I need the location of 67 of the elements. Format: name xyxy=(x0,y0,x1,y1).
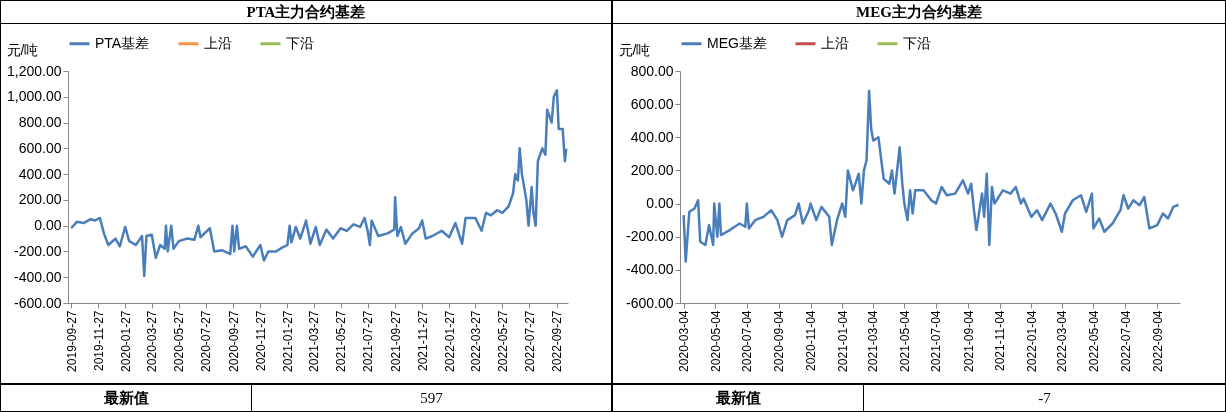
x-tick-label: 2020-03-04 xyxy=(677,310,692,372)
y-tick-label: 200.00 xyxy=(18,191,62,208)
y-tick-label: 600.00 xyxy=(18,139,62,156)
y-tick-label: 0.00 xyxy=(646,195,674,212)
y-axis-title: 元/吨 xyxy=(618,41,651,58)
y-tick-label: -600.00 xyxy=(626,294,674,311)
x-tick-label: 2022-03-27 xyxy=(468,310,483,372)
chart-title: MEG主力合约基差 xyxy=(613,1,1225,24)
chart-title: PTA主力合约基差 xyxy=(1,1,611,24)
legend-label: 上沿 xyxy=(204,34,232,51)
text: 597 xyxy=(419,389,444,408)
x-tick-label: 2019-09-27 xyxy=(64,310,79,372)
x-tick-label: 2022-09-04 xyxy=(1150,310,1165,372)
x-tick-label: 2019-11-27 xyxy=(91,310,106,371)
x-tick-label: 2020-11-27 xyxy=(253,310,268,371)
x-tick-label: 2022-09-27 xyxy=(550,310,565,372)
text: 最新值 xyxy=(1,385,252,411)
legend-label: 下沿 xyxy=(903,34,931,51)
x-tick-label: 2022-05-27 xyxy=(495,310,510,372)
x-tick-label: 2021-07-27 xyxy=(361,310,376,372)
y-tick-label: -200.00 xyxy=(626,228,674,245)
y-axis-title: 元/吨 xyxy=(6,41,39,58)
y-tick-label: 600.00 xyxy=(630,95,674,112)
x-tick-label: 2021-01-04 xyxy=(835,310,850,372)
y-tick-label: -400.00 xyxy=(14,268,62,285)
y-tick-label: -400.00 xyxy=(626,261,674,278)
x-tick-label: 2022-01-27 xyxy=(442,310,457,372)
y-tick-label: 1,000.00 xyxy=(7,88,62,105)
x-tick-label: 2022-07-04 xyxy=(1118,310,1133,372)
x-tick-label: 2020-09-27 xyxy=(226,310,241,372)
text: -7 xyxy=(1037,389,1052,408)
text: 最新值 xyxy=(613,385,864,411)
x-tick-label: 2021-11-27 xyxy=(415,310,430,371)
legend-label: PTA基差 xyxy=(95,34,150,51)
x-tick-label: 2021-11-04 xyxy=(993,310,1008,371)
x-tick-label: 2020-03-27 xyxy=(145,310,160,372)
x-tick-label: 2021-01-27 xyxy=(280,310,295,372)
x-tick-label: 2020-09-04 xyxy=(772,310,787,372)
x-tick-label: 2021-05-04 xyxy=(897,310,912,372)
x-tick-label: 2022-05-04 xyxy=(1086,310,1101,372)
legend-label: 下沿 xyxy=(286,34,314,51)
y-tick-label: 800.00 xyxy=(18,114,62,131)
x-tick-label: 2020-07-04 xyxy=(740,310,755,372)
x-tick-label: 2021-03-27 xyxy=(307,310,322,372)
x-tick-label: 2020-07-27 xyxy=(199,310,214,372)
legend-label: 上沿 xyxy=(821,34,849,51)
y-tick-label: 800.00 xyxy=(630,62,674,79)
x-tick-label: 2020-01-27 xyxy=(118,310,133,372)
y-tick-label: 1,200.00 xyxy=(7,62,62,79)
x-tick-label: 2021-05-27 xyxy=(334,310,349,372)
x-tick-label: 2021-03-04 xyxy=(866,310,881,372)
y-tick-label: 400.00 xyxy=(18,165,62,182)
y-tick-label: 0.00 xyxy=(34,217,62,234)
x-tick-label: 2022-01-04 xyxy=(1024,310,1039,372)
x-tick-label: 2021-09-27 xyxy=(388,310,403,372)
x-tick-label: 2020-11-04 xyxy=(804,310,819,371)
x-tick-label: 2022-03-04 xyxy=(1055,310,1070,372)
y-tick-label: 400.00 xyxy=(630,128,674,145)
x-tick-label: 2022-07-27 xyxy=(522,310,537,372)
x-tick-label: 2021-07-04 xyxy=(929,310,944,372)
x-tick-label: 2020-05-27 xyxy=(172,310,187,372)
x-tick-label: 2021-09-04 xyxy=(961,310,976,372)
legend-label: MEG基差 xyxy=(707,34,767,51)
y-tick-label: 200.00 xyxy=(630,161,674,178)
y-tick-label: -600.00 xyxy=(14,294,62,311)
y-tick-label: -200.00 xyxy=(14,242,62,259)
x-tick-label: 2020-05-04 xyxy=(708,310,723,372)
